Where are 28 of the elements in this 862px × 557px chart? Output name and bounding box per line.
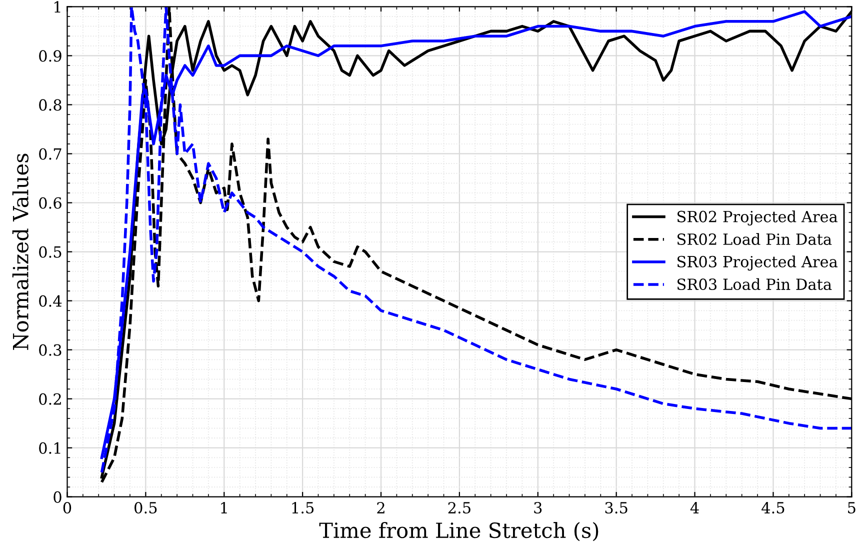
- y-tick-label: 0.7: [39, 148, 62, 160]
- y-tick-label: 0.2: [39, 393, 61, 405]
- x-tick-label: 2: [377, 502, 384, 514]
- legend-label: SR02 Projected Area: [678, 210, 838, 226]
- y-tick-label: 0: [54, 491, 62, 503]
- legend-label: SR03 Load Pin Data: [678, 278, 832, 290]
- y-tick-label: 0.9: [39, 50, 62, 62]
- y-tick-label: 0.3: [39, 344, 62, 356]
- x-tick-label: 1.5: [292, 502, 314, 514]
- y-tick-label: 0.1: [39, 442, 60, 454]
- x-tick-label: 0: [63, 502, 72, 514]
- x-tick-label: 1: [221, 502, 227, 514]
- x-tick-label: 3.5: [605, 502, 628, 514]
- y-tick-label: 0.8: [39, 99, 62, 111]
- x-axis-title: Time from Line Stretch (s): [319, 522, 598, 542]
- y-tick-label: 0.6: [39, 197, 62, 209]
- x-tick-label: 2.5: [448, 502, 470, 514]
- y-tick-label: 1: [54, 1, 60, 12]
- x-tick-label: 4.5: [762, 502, 784, 514]
- x-tick-label: 3: [534, 502, 542, 514]
- legend-label: SR03 Projected Area: [678, 256, 838, 271]
- y-tick-label: 0.5: [39, 246, 62, 258]
- y-tick-label: 0.4: [39, 295, 62, 307]
- x-tick-label: 4: [690, 502, 699, 514]
- x-tick-label: 5: [848, 502, 856, 514]
- legend-label: SR02 Load Pin Data: [678, 233, 832, 245]
- y-axis-title: Normalized Values: [12, 154, 28, 350]
- x-tick-label: 0.5: [134, 502, 157, 514]
